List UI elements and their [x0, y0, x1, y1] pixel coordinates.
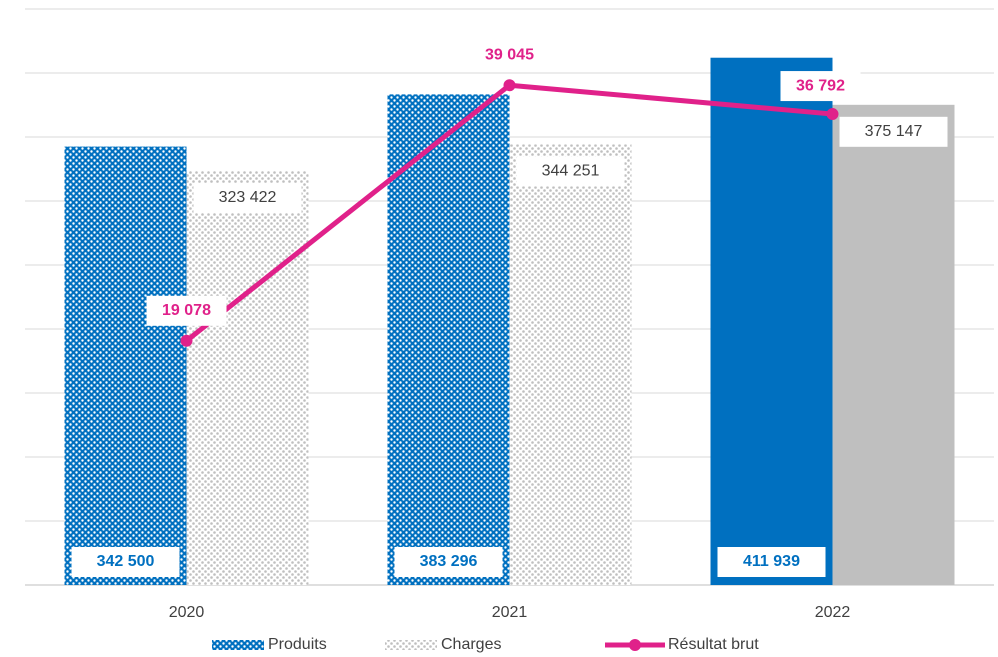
legend-label: Produits: [268, 636, 327, 653]
label-box: [516, 156, 625, 187]
line-point: [180, 334, 193, 347]
bar: [832, 104, 955, 586]
data-label: 342 500: [97, 553, 155, 570]
bar: [387, 94, 510, 586]
x-tick-label: 2022: [815, 604, 851, 621]
label-box: [193, 183, 302, 214]
x-tick-label: 2021: [492, 604, 528, 621]
legend-swatch: [385, 640, 437, 650]
data-label: 323 422: [219, 189, 277, 206]
bar: [64, 146, 187, 585]
legend-swatch: [629, 639, 641, 651]
data-label: 375 147: [865, 123, 923, 140]
legend-label: Résultat brut: [668, 636, 759, 653]
data-label: 36 792: [796, 77, 845, 94]
bar: [509, 144, 632, 586]
label-box: [146, 295, 227, 326]
data-label: 344 251: [542, 163, 600, 180]
line-point: [826, 108, 839, 121]
data-label: 383 296: [420, 553, 478, 570]
data-label: 19 078: [162, 302, 211, 319]
x-tick-label: 2020: [169, 604, 205, 621]
label-box: [839, 116, 948, 147]
data-label: 411 939: [743, 553, 800, 570]
line-point: [503, 79, 516, 92]
label-box: [71, 547, 180, 577]
bar: [710, 57, 833, 585]
data-label: 39 045: [485, 46, 534, 63]
label-box: [469, 40, 550, 71]
legend-label: Charges: [441, 636, 501, 653]
label-box: [394, 547, 503, 577]
label-box: [717, 547, 826, 577]
legend-swatch: [212, 640, 264, 650]
label-box: [780, 71, 861, 102]
bar: [186, 171, 309, 585]
